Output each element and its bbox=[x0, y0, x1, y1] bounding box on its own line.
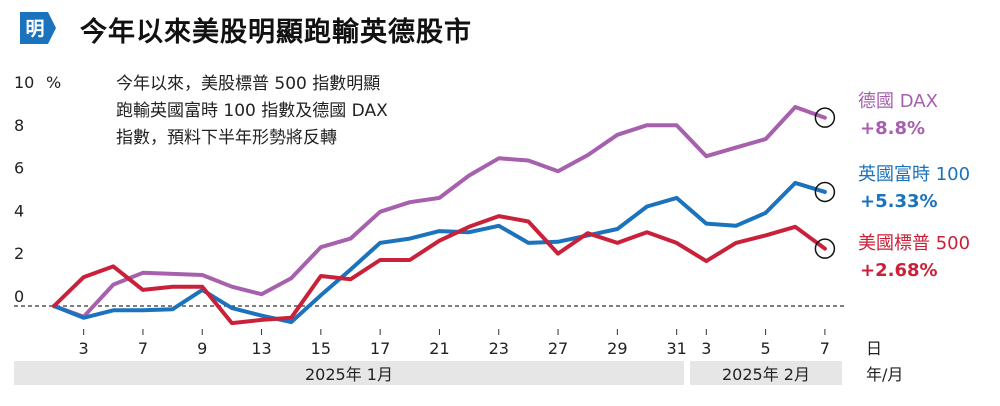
x-axis-unit-day: 日 bbox=[866, 339, 882, 358]
series-change-label: +8.8% bbox=[860, 118, 925, 139]
month-band-jan bbox=[14, 361, 684, 385]
y-tick-label: 0 bbox=[14, 287, 24, 306]
page-title: 今年以來美股明顯跑輸英德股市 bbox=[80, 17, 472, 48]
y-tick-label: 6 bbox=[14, 159, 24, 178]
y-tick-label: 4 bbox=[14, 201, 24, 220]
series-line bbox=[52, 214, 827, 326]
x-tick-label: 27 bbox=[548, 339, 568, 358]
endpoint-marker bbox=[814, 107, 836, 128]
x-tick-label: 13 bbox=[251, 339, 271, 358]
annotation-line: 指數，預料下半年形勢將反轉 bbox=[116, 128, 337, 148]
month-band-feb bbox=[690, 361, 842, 385]
annotation-line: 今年以來，美股標普 500 指數明顯 bbox=[116, 74, 380, 94]
annotation-line: 跑輸英國富時 100 指數及德國 DAX bbox=[116, 101, 388, 121]
logo-badge: 明 bbox=[20, 12, 56, 44]
series-change-label: +5.33% bbox=[860, 191, 938, 212]
logo-badge-text: 明 bbox=[25, 18, 44, 40]
endpoint-marker bbox=[814, 181, 836, 203]
x-tick-label: 15 bbox=[311, 339, 331, 358]
x-tick-label: 21 bbox=[429, 339, 449, 358]
month-label: 2025年 2月 bbox=[722, 365, 810, 384]
x-tick-label: 23 bbox=[489, 339, 509, 358]
x-axis-unit-month: 年/月 bbox=[866, 365, 903, 384]
series-line bbox=[52, 180, 827, 325]
month-label: 2025年 1月 bbox=[305, 365, 393, 384]
endpoint-marker bbox=[814, 238, 836, 259]
y-tick-label: 10 bbox=[14, 73, 34, 92]
x-tick-label: 29 bbox=[607, 339, 627, 358]
x-tick-label: 5 bbox=[761, 339, 771, 358]
series-name-label: 英國富時 100 bbox=[858, 164, 970, 185]
x-tick-label: 9 bbox=[197, 339, 207, 358]
x-tick-label: 3 bbox=[701, 339, 711, 358]
x-tick-label: 31 bbox=[666, 339, 686, 358]
y-tick-label: 2 bbox=[14, 244, 24, 263]
y-tick-label: 8 bbox=[14, 116, 24, 135]
x-tick-label: 7 bbox=[138, 339, 148, 358]
series-name-label: 德國 DAX bbox=[858, 91, 938, 112]
x-tick-label: 17 bbox=[370, 339, 390, 358]
x-tick-label: 7 bbox=[820, 339, 830, 358]
series-line bbox=[52, 105, 827, 319]
x-tick-label: 3 bbox=[79, 339, 89, 358]
y-axis-unit: % bbox=[46, 73, 61, 92]
series-name-label: 美國標普 500 bbox=[858, 233, 970, 254]
series-change-label: +2.68% bbox=[860, 260, 938, 281]
